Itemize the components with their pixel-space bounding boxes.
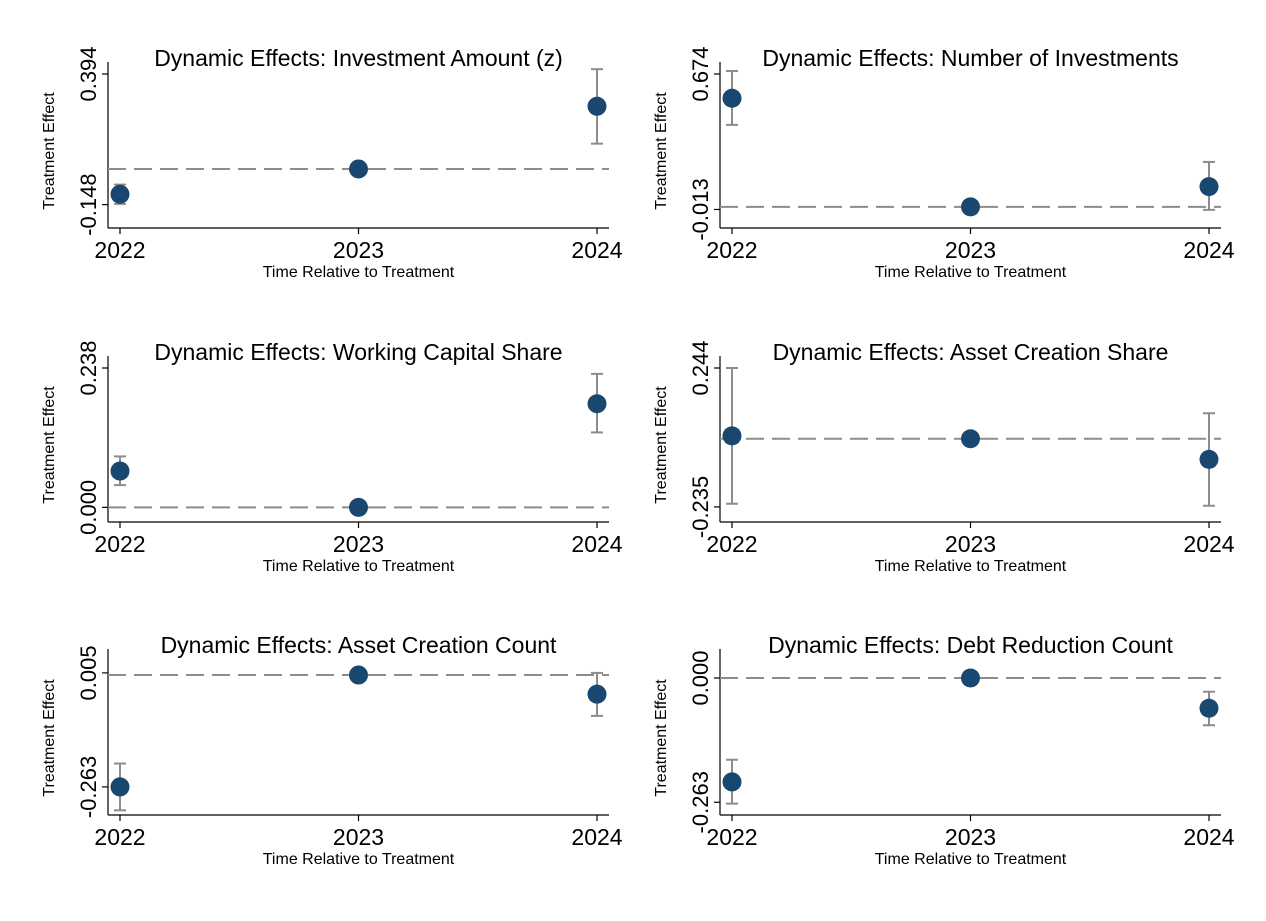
point-estimate (349, 665, 368, 685)
x-axis-title: Time Relative to Treatment (263, 851, 455, 868)
x-tick-label: 2022 (706, 237, 757, 263)
y-axis-title: Treatment Effect (653, 92, 670, 210)
x-tick-label: 2022 (94, 237, 145, 263)
panel-title: Dynamic Effects: Investment Amount (z) (154, 45, 563, 71)
x-tick-label: 2023 (945, 531, 996, 557)
x-tick-label: 2023 (333, 237, 384, 263)
point-estimate (961, 429, 980, 449)
panel-6: Dynamic Effects: Debt Reduction Count -0.… (653, 632, 1235, 868)
point-estimate (587, 684, 607, 704)
panel-1: Dynamic Effects: Investment Amount (z) -0… (41, 45, 623, 281)
panel-3: Dynamic Effects: Working Capital Share 0.… (41, 339, 623, 575)
y-tick-label: 0.000 (688, 650, 713, 705)
x-tick-label: 2023 (333, 531, 384, 557)
point-estimate (1199, 177, 1219, 197)
x-tick-label: 2024 (1183, 824, 1234, 850)
y-tick-label: -0.235 (688, 476, 713, 538)
y-axis-title: Treatment Effect (41, 92, 58, 210)
x-tick-label: 2023 (945, 824, 996, 850)
point-estimate (1199, 449, 1219, 469)
panel-title: Dynamic Effects: Number of Investments (762, 45, 1178, 71)
x-axis-title: Time Relative to Treatment (875, 851, 1067, 868)
point-estimate (722, 88, 742, 108)
y-axis-title: Treatment Effect (653, 386, 670, 504)
y-tick-label: -0.263 (76, 756, 101, 818)
x-tick-label: 2023 (333, 824, 384, 850)
panel-5: Dynamic Effects: Asset Creation Count -0.… (41, 632, 623, 868)
x-tick-label: 2024 (571, 531, 622, 557)
x-tick-label: 2024 (1183, 531, 1234, 557)
x-tick-label: 2022 (706, 531, 757, 557)
x-axis-title: Time Relative to Treatment (875, 558, 1067, 575)
point-estimate (961, 197, 980, 217)
point-estimate (587, 96, 607, 116)
point-estimate (722, 772, 742, 792)
y-axis-title: Treatment Effect (41, 386, 58, 504)
panel-title: Dynamic Effects: Debt Reduction Count (768, 632, 1173, 658)
x-tick-label: 2023 (945, 237, 996, 263)
y-tick-label: -0.263 (688, 771, 713, 833)
point-estimate (722, 426, 742, 446)
y-tick-label: -0.148 (76, 173, 101, 235)
point-estimate (1199, 698, 1219, 718)
point-estimate (349, 159, 368, 179)
y-tick-label: 0.000 (76, 480, 101, 535)
point-estimate (110, 184, 130, 204)
point-estimate (110, 461, 130, 481)
panel-title: Dynamic Effects: Working Capital Share (154, 339, 562, 365)
x-tick-label: 2022 (706, 824, 757, 850)
x-tick-label: 2022 (94, 531, 145, 557)
panel-title: Dynamic Effects: Asset Creation Count (161, 632, 557, 658)
panel-2: Dynamic Effects: Number of Investments -0… (653, 45, 1235, 281)
y-tick-label: 0.674 (688, 46, 713, 101)
y-tick-label: 0.244 (688, 340, 713, 395)
x-tick-label: 2024 (571, 237, 622, 263)
panel-title: Dynamic Effects: Asset Creation Share (773, 339, 1169, 365)
point-estimate (110, 777, 130, 797)
panel-4: Dynamic Effects: Asset Creation Share -0.… (653, 339, 1235, 575)
x-axis-title: Time Relative to Treatment (875, 264, 1067, 281)
y-axis-title: Treatment Effect (653, 679, 670, 797)
point-estimate (961, 668, 980, 688)
x-tick-label: 2024 (571, 824, 622, 850)
x-axis-title: Time Relative to Treatment (263, 558, 455, 575)
x-tick-label: 2024 (1183, 237, 1234, 263)
y-axis-title: Treatment Effect (41, 679, 58, 797)
point-estimate (349, 497, 368, 517)
x-axis-title: Time Relative to Treatment (263, 264, 455, 281)
point-estimate (587, 394, 607, 414)
y-tick-label: 0.394 (76, 46, 101, 101)
y-tick-label: 0.238 (76, 340, 101, 395)
y-tick-label: 0.005 (76, 645, 101, 700)
y-tick-label: -0.013 (688, 178, 713, 240)
x-tick-label: 2022 (94, 824, 145, 850)
